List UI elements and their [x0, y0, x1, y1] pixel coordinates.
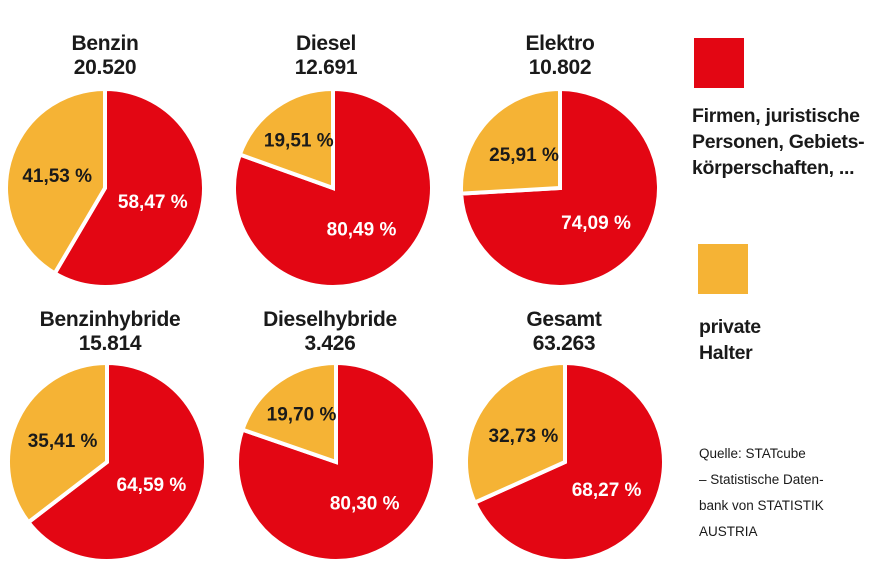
pie-slice-label: 80,49 % — [327, 220, 397, 241]
pie-slice-label: 35,41 % — [28, 431, 98, 452]
legend-line: körperschaften, ... — [692, 157, 855, 179]
pie-chart-dieselhybride: 80,30 % 19,70 % — [235, 360, 438, 563]
pie-title-benzinhybride: Benzinhybride 15.814 — [20, 308, 200, 356]
legend-swatch-private — [698, 244, 748, 294]
source-line: bank von STATISTIK — [699, 498, 824, 513]
pie-category-label: Dieselhybride — [263, 308, 397, 331]
pie-total-label: 15.814 — [78, 332, 142, 355]
pie-title-elektro: Elektro 10.802 — [470, 32, 650, 80]
legend-label-private: private Halter — [699, 314, 761, 366]
pie-total-label: 20.520 — [73, 56, 137, 79]
pie-slice-label: 41,53 % — [22, 166, 92, 187]
pie-total-label: 12.691 — [294, 56, 358, 79]
pie-title-benzin: Benzin 20.520 — [15, 32, 195, 80]
pie-chart-gesamt: 68,27 % 32,73 % — [464, 360, 666, 563]
pie-slice-private — [459, 86, 562, 196]
legend-label-company: Firmen, juristische Personen, Gebiets- k… — [692, 103, 865, 181]
pie-category-label: Gesamt — [526, 308, 602, 331]
pie-slice-label: 68,27 % — [572, 480, 642, 501]
pie-chart-benzinhybride: 64,59 % 35,41 % — [6, 360, 208, 563]
pie-title-gesamt: Gesamt 63.263 — [474, 308, 654, 356]
source-line: Quelle: STATcube — [699, 446, 806, 461]
pie-slice-label: 25,91 % — [489, 145, 559, 166]
source-line: – Statistische Daten- — [699, 472, 824, 487]
pie-total-label: 63.263 — [532, 332, 596, 355]
pie-chart-benzin: 58,47 % 41,53 % — [4, 86, 206, 289]
legend-line: Firmen, juristische — [692, 105, 860, 127]
pie-category-label: Benzin — [71, 32, 139, 55]
pie-slice-label: 32,73 % — [489, 426, 559, 447]
pie-slice-company — [52, 86, 206, 289]
pie-slice-company — [472, 360, 666, 563]
source-line: AUSTRIA — [699, 524, 758, 539]
pie-slice-label: 58,47 % — [118, 192, 188, 213]
legend-swatch-company — [694, 38, 744, 88]
legend-line: Personen, Gebiets- — [692, 131, 865, 153]
pie-chart-elektro: 74,09 % 25,91 % — [459, 86, 661, 289]
pie-total-label: 3.426 — [304, 332, 356, 355]
pie-title-diesel: Diesel 12.691 — [236, 32, 416, 80]
pie-category-label: Benzinhybride — [39, 308, 181, 331]
pie-slice-label: 74,09 % — [561, 213, 631, 234]
pie-slice-private — [464, 360, 567, 506]
pie-slice-label: 19,70 % — [267, 405, 337, 426]
pie-slice-private — [4, 86, 107, 277]
pie-slice-private — [239, 360, 338, 465]
pie-slice-label: 19,51 % — [264, 130, 334, 151]
pie-title-dieselhybride: Dieselhybride 3.426 — [240, 308, 420, 356]
pie-chart-diesel: 80,49 % 19,51 % — [232, 86, 434, 289]
pie-slice-label: 80,30 % — [330, 493, 400, 514]
pie-slice-private — [237, 86, 335, 191]
pie-slice-private — [6, 360, 109, 526]
legend-line: private — [699, 316, 761, 338]
source-note: Quelle: STATcube – Statistische Daten- b… — [699, 441, 869, 545]
legend-line: Halter — [699, 342, 753, 364]
pie-slice-company — [25, 360, 208, 563]
pie-slice-label: 64,59 % — [117, 475, 187, 496]
pie-total-label: 10.802 — [528, 56, 592, 79]
pie-category-label: Diesel — [295, 32, 357, 55]
pie-category-label: Elektro — [525, 32, 595, 55]
